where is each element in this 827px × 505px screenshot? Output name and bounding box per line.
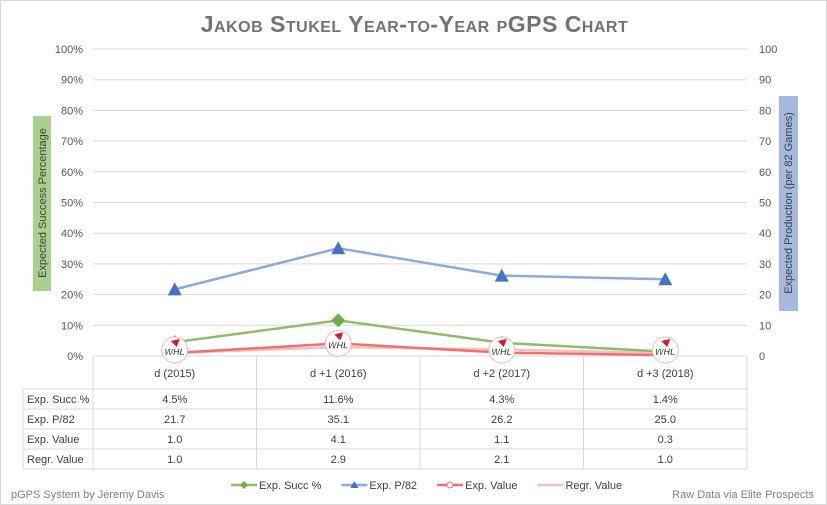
table-cell: 4.3% [489, 394, 514, 406]
y-axis-title-bg [33, 116, 51, 291]
y2-tick-label: 100 [759, 44, 777, 56]
whl-logo-text: WHL [492, 347, 513, 357]
whl-logo-leaf [497, 339, 507, 347]
whl-logo-text: WHL [655, 347, 676, 357]
series-line-0 [174, 319, 666, 353]
y2-tick-label: 80 [759, 105, 771, 117]
legend-label: Exp. P/82 [369, 480, 417, 492]
y2-tick-label: 10 [759, 320, 771, 332]
y-axis-title: Expected Success Percentage [37, 128, 49, 278]
table-cell: 11.6% [323, 394, 354, 406]
whl-logo-marker [488, 336, 516, 364]
table-cell: 2.1 [494, 454, 509, 466]
y2-tick-label: 50 [759, 198, 771, 210]
y-tick-label: 100% [55, 44, 83, 56]
category-label: d +2 (2017) [473, 368, 530, 380]
legend-logo-icon [446, 481, 454, 489]
table-row-label: Exp. Succ % [27, 394, 90, 406]
y-tick-label: 0% [67, 351, 83, 363]
whl-logo-leaf [170, 339, 180, 347]
table-cell: 1.1 [494, 434, 509, 446]
y-tick-label: 20% [61, 290, 83, 302]
chart-title: Jakob Stukel Year-to-Year pGPS Chart [200, 11, 629, 37]
legend-label: Exp. Value [465, 480, 517, 492]
table-cell: 4.5% [162, 394, 187, 406]
y-tick-label: 80% [61, 105, 83, 117]
triangle-marker [494, 268, 509, 282]
y-tick-label: 90% [61, 75, 83, 87]
table-cell: 26.2 [491, 414, 512, 426]
category-label: d +3 (2018) [637, 368, 694, 380]
whl-logo-text: WHL [328, 340, 349, 350]
category-label: d +1 (2016) [310, 368, 367, 380]
y2-tick-label: 60 [759, 167, 771, 179]
table-cell: 21.7 [164, 414, 185, 426]
whl-logo-leaf [334, 332, 344, 341]
y-tick-label: 60% [61, 167, 83, 179]
table-cell: 25.0 [655, 414, 676, 426]
legend-label: Exp. Succ % [259, 480, 322, 492]
y2-tick-label: 0 [759, 351, 765, 363]
whl-logo-marker [161, 336, 189, 364]
y-tick-label: 10% [61, 320, 83, 332]
y2-tick-label: 40 [759, 228, 771, 240]
y2-tick-label: 20 [759, 290, 771, 302]
table-cell: 1.0 [167, 454, 182, 466]
table-cell: 2.9 [331, 454, 346, 466]
y2-tick-label: 30 [759, 259, 771, 271]
table-cell: 1.0 [658, 454, 673, 466]
footer-source: Raw Data via Elite Prospects [672, 489, 814, 501]
y-tick-label: 40% [61, 228, 83, 240]
triangle-marker [331, 241, 346, 255]
series-line-2 [174, 342, 666, 357]
whl-logo-marker [324, 329, 352, 357]
y-tick-label: 50% [61, 198, 83, 210]
diamond-marker [331, 313, 346, 328]
y2-tick-label: 90 [759, 75, 771, 87]
legend-diamond-icon [240, 481, 248, 489]
table-cell: 1.4% [653, 394, 678, 406]
legend-triangle-icon [350, 481, 359, 488]
series-line-1 [174, 246, 666, 291]
footer-credit: pGPS System by Jeremy Davis [11, 489, 165, 501]
whl-logo-leaf [661, 339, 671, 347]
table-row-label: Regr. Value [27, 454, 84, 466]
whl-logo-text: WHL [165, 347, 186, 357]
table-row-label: Exp. Value [27, 434, 79, 446]
table-cell: 0.3 [658, 434, 673, 446]
triangle-marker [167, 282, 182, 296]
table-cell: 35.1 [328, 414, 349, 426]
legend-label: Regr. Value [565, 480, 622, 492]
category-label: d (2015) [154, 368, 195, 380]
whl-logo-marker [651, 336, 679, 364]
triangle-marker [658, 272, 673, 286]
table-cell: 1.0 [167, 434, 182, 446]
y2-axis-title: Expected Production (per 82 Games) [783, 112, 795, 294]
table-cell: 4.1 [331, 434, 346, 446]
y-tick-label: 70% [61, 136, 83, 148]
table-row-label: Exp. P/82 [27, 414, 75, 426]
y-tick-label: 30% [61, 259, 83, 271]
y2-axis-title-bg [779, 96, 798, 311]
y2-tick-label: 70 [759, 136, 771, 148]
